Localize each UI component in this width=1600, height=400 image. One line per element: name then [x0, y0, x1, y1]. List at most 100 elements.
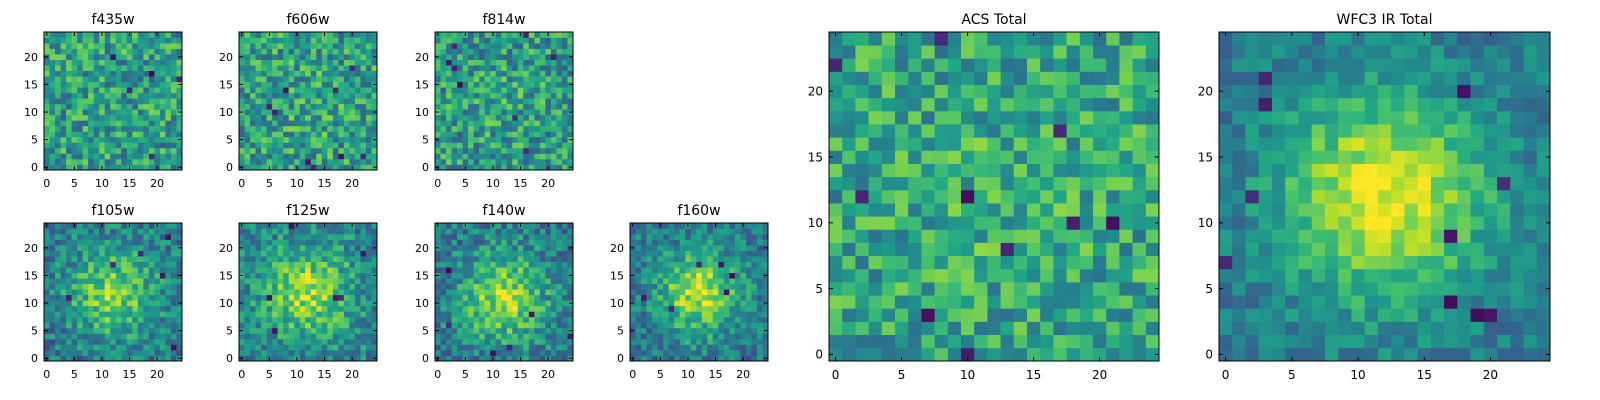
heatmap-cell [321, 109, 328, 116]
heatmap-cell [718, 344, 725, 351]
heatmap-cell [756, 278, 763, 285]
heatmap-cell [556, 322, 563, 329]
heatmap-cell [126, 283, 133, 290]
heatmap-cell [354, 164, 361, 171]
heatmap-cell [77, 98, 83, 105]
heatmap-cell [663, 278, 669, 285]
heatmap-cell [701, 267, 708, 274]
heatmap-cell [506, 289, 513, 296]
heatmap-cell [170, 43, 177, 49]
heatmap-cell [528, 333, 535, 340]
heatmap-cell [756, 294, 763, 301]
heatmap-cell [104, 338, 111, 345]
heatmap-cell [523, 228, 530, 235]
heatmap-cell [517, 153, 524, 160]
heatmap-cell [1027, 163, 1041, 178]
heatmap-cell [360, 158, 367, 165]
y-tick-label: 5 [422, 325, 429, 338]
heatmap-cell [987, 150, 1001, 164]
heatmap-cell [663, 245, 669, 251]
heatmap-cell [740, 344, 747, 351]
heatmap-cell [446, 98, 452, 105]
heatmap-cell [974, 229, 988, 243]
heatmap-cell [148, 327, 155, 334]
heatmap-cell [561, 223, 568, 229]
heatmap-cell [561, 114, 568, 121]
heatmap-cell [365, 164, 372, 171]
heatmap-cell [354, 131, 361, 138]
heatmap-cell [143, 158, 150, 165]
heatmap-cell [745, 349, 752, 356]
heatmap-cell [550, 250, 557, 257]
heatmap-cell [55, 272, 61, 279]
heatmap-cell [435, 37, 441, 44]
heatmap-cell [528, 87, 535, 94]
heatmap-cell [751, 256, 758, 262]
heatmap-cell [294, 43, 301, 49]
heatmap-cell [261, 87, 267, 94]
heatmap-cell [484, 153, 491, 160]
heatmap-cell [674, 261, 681, 268]
heatmap-cell [729, 283, 736, 290]
heatmap-cell [66, 142, 72, 149]
heatmap-cell [652, 327, 658, 334]
heatmap-cell [1040, 203, 1054, 217]
heatmap-cell [305, 153, 312, 160]
heatmap-cell [539, 114, 546, 121]
heatmap-cell [121, 256, 128, 262]
heatmap-cell [974, 242, 988, 257]
heatmap-cell [272, 98, 278, 105]
heatmap-cell [165, 142, 172, 149]
heatmap-cell [93, 250, 100, 257]
heatmap-cell [126, 158, 133, 165]
heatmap-cell [539, 98, 546, 105]
heatmap-cell [495, 338, 502, 345]
heatmap-cell [99, 294, 106, 301]
heatmap-cell [349, 87, 356, 94]
heatmap-cell [71, 333, 78, 340]
heatmap-cell [712, 311, 719, 318]
heatmap-cell [88, 245, 95, 251]
heatmap-cell [99, 142, 106, 149]
heatmap-cell [462, 250, 469, 257]
heatmap-cell [132, 158, 139, 165]
heatmap-cell [561, 355, 568, 362]
heatmap-cell [696, 228, 703, 235]
y-tick-label: 15 [219, 78, 233, 91]
heatmap-cell [908, 163, 922, 178]
heatmap-cell [165, 272, 172, 279]
heatmap-cell [528, 338, 535, 345]
heatmap-cell [512, 70, 519, 77]
heatmap-cell [523, 289, 530, 296]
heatmap-cell [170, 92, 177, 99]
heatmap-cell [723, 250, 730, 257]
heatmap-cell [250, 333, 256, 340]
heatmap-cell [663, 283, 669, 290]
heatmap-cell [143, 48, 150, 55]
heatmap-cell [457, 109, 463, 116]
heatmap-cell [674, 333, 681, 340]
heatmap-cell [961, 255, 975, 270]
heatmap-cell [762, 250, 769, 257]
heatmap-cell [283, 333, 290, 340]
heatmap-cell [115, 81, 122, 88]
heatmap-cell [283, 43, 290, 49]
heatmap-cell [60, 136, 67, 143]
heatmap-cell [143, 54, 150, 60]
heatmap-cell [332, 333, 339, 340]
heatmap-cell [556, 349, 563, 356]
heatmap-cell [338, 234, 345, 240]
heatmap-cell [663, 300, 669, 307]
heatmap-cell [121, 250, 128, 257]
heatmap-cell [272, 147, 278, 154]
heatmap-cell [495, 32, 502, 38]
heatmap-cell [143, 267, 150, 274]
heatmap-cell [868, 321, 883, 336]
heatmap-cell [567, 158, 574, 165]
heatmap-cell [143, 87, 150, 94]
heatmap-cell [121, 43, 128, 49]
x-tick-label: 10 [681, 368, 695, 381]
heatmap-cell [310, 283, 317, 290]
heatmap-cell [723, 228, 730, 235]
